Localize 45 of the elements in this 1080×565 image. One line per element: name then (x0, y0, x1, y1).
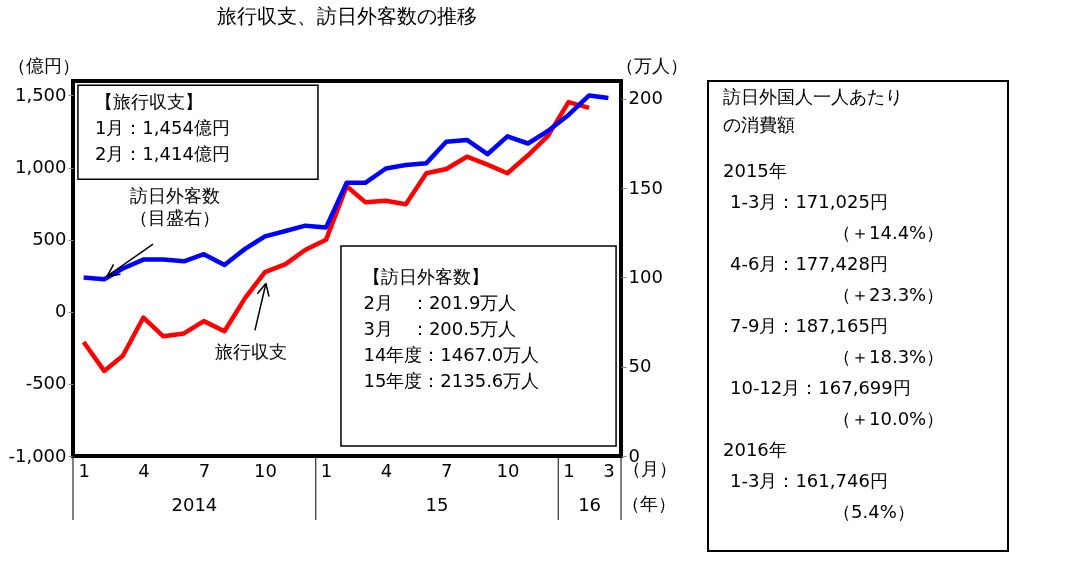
y-tick-label: -500 (25, 372, 67, 394)
annotation: 【旅行収支】 1月：1,454億円 2月：1,414億円 (94, 91, 230, 165)
y2-axis-title: （万人） (615, 54, 688, 76)
x-tick-label: 7 (198, 459, 211, 481)
text: 4-6月：177,428円 (730, 253, 888, 274)
x-tick-label: 1 (320, 459, 333, 481)
x-tick-label: 1 (78, 459, 90, 481)
y2-tick-label: 50 (628, 355, 652, 377)
y2-tick-label: 150 (628, 176, 663, 198)
text: （＋10.0%） (833, 408, 945, 429)
text: （5.4%） (833, 501, 915, 522)
y-tick-label: 1,000 (14, 156, 67, 178)
y-tick-label: 500 (32, 228, 67, 250)
text: 15 (425, 494, 449, 515)
x-tick-label: 10 (254, 459, 277, 481)
text: 訪日外国人一人あたりの消費額 (723, 86, 903, 135)
y-axis-title: （億円） (7, 54, 80, 76)
x-tick-label: 10 (496, 459, 520, 481)
y2-tick-label: 100 (628, 265, 663, 287)
annotation: （目盛右） (129, 207, 220, 229)
text: 10-12月：167,699円 (730, 377, 911, 398)
y-tick-label: 0 (55, 300, 67, 322)
text: 2015年 (723, 160, 787, 181)
x-tick-label: 4 (138, 459, 150, 481)
text: 16 (578, 494, 602, 515)
x-tick-label: 3 (603, 459, 615, 481)
text: 1-3月：171,025円 (730, 191, 888, 212)
series-label: 旅行収支 (215, 340, 288, 362)
text: （＋18.3%） (833, 346, 945, 367)
text: （＋23.3%） (833, 284, 945, 305)
chart-title: 旅行収支、訪日外客数の推移 (217, 4, 477, 28)
y-tick-label: -1,000 (8, 444, 67, 466)
text: 2016年 (723, 439, 787, 460)
text: 訪日外客数 (129, 184, 220, 206)
x-tick-label: 1 (563, 459, 575, 481)
text: （＋14.4%） (833, 222, 945, 243)
y-tick-label: 1,500 (14, 83, 67, 105)
text: （年） (622, 493, 676, 514)
text: 7-9月：187,165円 (730, 315, 888, 336)
text: 2014 (171, 494, 218, 515)
y2-tick-label: 200 (628, 87, 663, 109)
x-tick-label: 7 (441, 459, 453, 481)
x-tick-label: 4 (380, 459, 393, 481)
annotation: 【訪日外客数】 2月 ：201.9万人 3月 ：200.5万人 14年度：1467.0万人 15年度：2135.6万人 (363, 265, 540, 391)
text: 1-3月：161,746円 (730, 470, 888, 491)
